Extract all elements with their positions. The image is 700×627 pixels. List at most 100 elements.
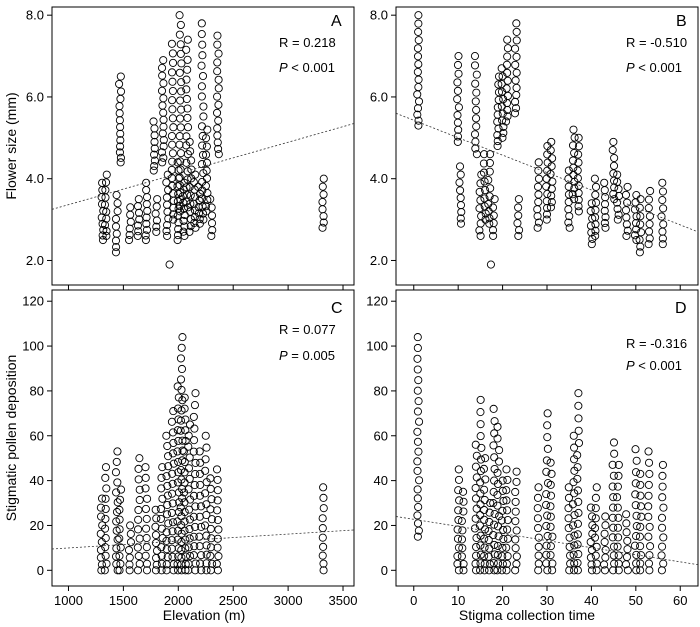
panel-a-point — [191, 170, 200, 179]
panel-b-point — [514, 203, 523, 212]
panel-d-point — [645, 522, 654, 531]
panel-c-p-value: P = 0.005 — [279, 348, 335, 363]
panel-a-point — [214, 144, 223, 153]
panel-d-point — [622, 528, 631, 537]
panel-c-point — [189, 532, 198, 541]
panel-d-point — [587, 512, 597, 521]
panel-d-point — [542, 500, 551, 510]
panel-c-point — [151, 505, 160, 514]
panel-d-point — [613, 482, 622, 491]
panel-a-point — [202, 158, 212, 167]
panel-b-point — [636, 220, 645, 229]
panel-b-point — [476, 231, 485, 240]
panel-d-point — [494, 559, 503, 568]
panel-d-point — [534, 542, 543, 551]
panel-b-point — [534, 174, 544, 183]
panel-a-fit-line — [52, 123, 354, 210]
panel-a-y-tick-label: 6.0 — [26, 89, 44, 104]
panel-b-point — [574, 158, 583, 167]
panel-b-point — [501, 117, 511, 126]
panel-d-point — [502, 465, 511, 474]
panel-a-point — [186, 199, 195, 208]
panel-d-point — [485, 560, 494, 569]
panel-a-point — [149, 117, 158, 126]
panel-b-point — [632, 225, 641, 234]
panel-d-point — [498, 476, 507, 485]
panel-d-point — [608, 513, 617, 522]
panel-c-point — [163, 552, 172, 562]
panel-d-point — [511, 497, 520, 506]
panel-b-point — [546, 203, 555, 212]
panel-d-point — [457, 552, 466, 561]
panel-d-point — [415, 476, 424, 485]
panel-b-point — [476, 179, 485, 188]
panel-d-point — [413, 386, 422, 395]
panel-b-y-tick-label: 6.0 — [370, 89, 388, 104]
panel-c-point — [202, 500, 211, 509]
panel-b-point — [542, 210, 552, 219]
panel-d-point — [502, 486, 511, 495]
panel-a-point — [202, 166, 211, 175]
panel-b-point — [635, 248, 644, 257]
panel-b-point — [502, 84, 511, 93]
panel-c-point — [174, 457, 183, 466]
panel-a-point — [189, 178, 198, 187]
panel-a-point — [177, 87, 186, 96]
panel-c-point — [135, 454, 144, 463]
panel-d-point — [503, 506, 512, 515]
panel-b-point — [547, 162, 556, 171]
panel-c-point — [178, 436, 187, 445]
panel-d-point — [573, 486, 583, 495]
panel-a-point — [186, 147, 195, 156]
panel-d-point — [490, 550, 499, 559]
panel-a-point — [150, 144, 159, 153]
panel-a-point — [167, 131, 176, 141]
panel-d-y-tick-label: 0 — [381, 563, 388, 578]
panel-c-point — [189, 412, 198, 421]
panel-d-point — [546, 512, 555, 521]
panel-a-point — [159, 56, 168, 65]
panel-d-point — [413, 407, 422, 416]
panel-c-point — [185, 474, 194, 483]
panel-a-point — [167, 39, 176, 48]
panel-b-point — [646, 186, 655, 196]
panel-b-point — [486, 260, 495, 269]
panel-d-point — [644, 559, 654, 568]
panel-a-point — [206, 195, 215, 204]
panel-c-point — [162, 545, 171, 554]
panel-b-point — [514, 231, 523, 240]
panel-a-point — [162, 178, 171, 187]
panel-d-x-tick-label: 30 — [540, 593, 554, 608]
panel-d-p-symbol: P — [626, 358, 635, 373]
panel-b-point — [472, 122, 481, 131]
panel-a-point — [198, 40, 207, 49]
panel-d-point — [489, 441, 498, 450]
panel-b-point — [456, 214, 465, 223]
panel-b-point — [510, 109, 520, 118]
panel-a-point — [190, 218, 199, 227]
panel-c-point — [206, 524, 215, 533]
panel-d-point — [548, 532, 557, 541]
panel-b-point — [546, 169, 555, 179]
panel-c-point — [213, 516, 222, 525]
panel-c-point — [191, 559, 200, 568]
panel-c-fit-line — [52, 529, 354, 550]
panel-d-point — [454, 506, 463, 515]
panel-d-point — [476, 559, 485, 568]
panel-a-point — [213, 31, 222, 40]
panel-b-point — [480, 177, 489, 186]
panel-b-point — [493, 141, 502, 151]
panel-d-point — [493, 468, 502, 477]
panel-a-point — [158, 71, 167, 80]
panel-a-point — [187, 165, 196, 174]
panel-a-point — [167, 165, 176, 174]
panel-b-point — [568, 190, 577, 199]
panel-c-point — [180, 404, 189, 413]
panel-d-point — [490, 453, 499, 462]
panel-d-point — [609, 551, 618, 560]
panel-b-point — [512, 104, 521, 113]
panel-a-point — [112, 191, 121, 200]
panel-d-point — [484, 566, 494, 575]
panel-d-point — [413, 485, 422, 494]
